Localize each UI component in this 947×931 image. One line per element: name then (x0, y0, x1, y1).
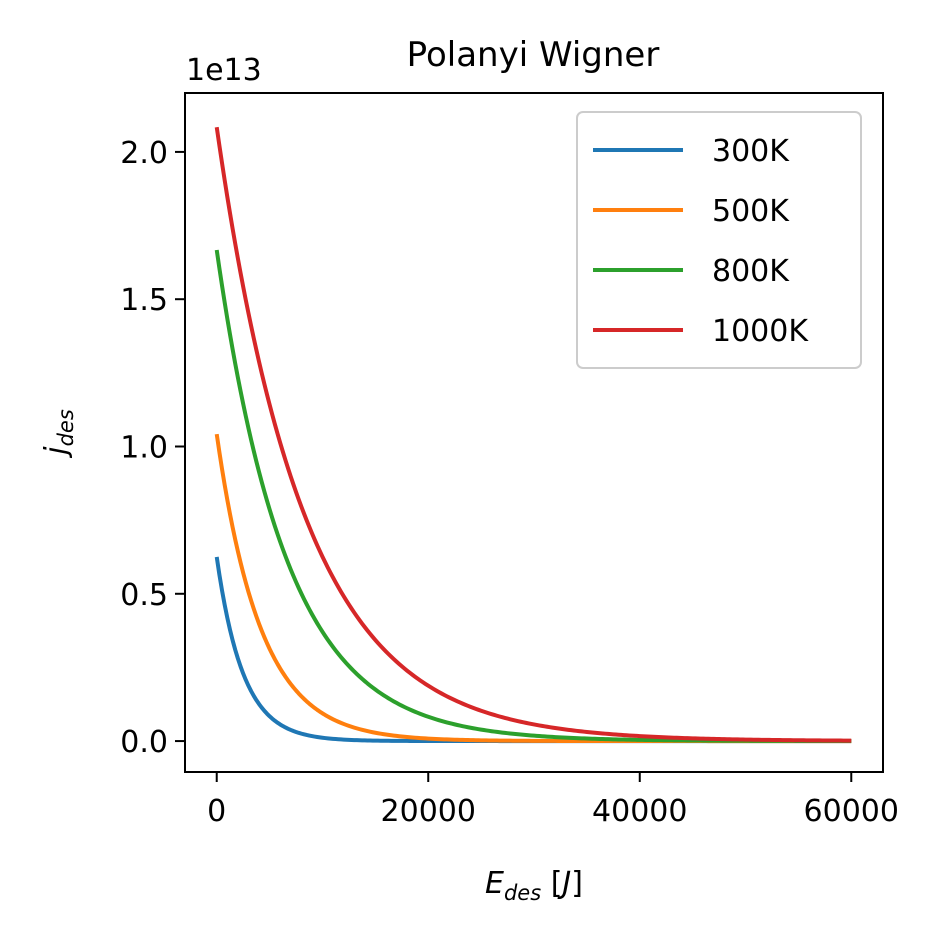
x-axis-label-main: E (485, 866, 504, 901)
chart-title: Polanyi Wigner (407, 35, 660, 75)
y-tick-label: 0.5 (120, 578, 168, 613)
x-axis-label-sub: des (504, 881, 541, 905)
x-axis-label-unit-close: ] (571, 866, 583, 901)
x-axis-ticks: 0 20000 40000 60000 (207, 772, 899, 829)
y-axis-label-main: j (39, 446, 74, 459)
y-axis-label: jdes (39, 409, 78, 459)
x-tick-label: 20000 (381, 794, 476, 829)
legend-label-300k: 300K (712, 134, 790, 169)
plot-frame (184, 92, 884, 773)
y-tick-label: 1.5 (120, 283, 168, 318)
legend-box (576, 111, 862, 369)
y-tick-label: 1.0 (120, 430, 168, 465)
legend: 300K 500K 800K 1000K (576, 111, 862, 369)
x-axis-label: Edes [J] (485, 866, 583, 905)
x-tick-label: 0 (207, 794, 226, 829)
x-tick-label: 40000 (592, 794, 687, 829)
y-offset-text: 1e13 (186, 53, 262, 88)
x-tick-label: 60000 (804, 794, 899, 829)
series-line-1000k (214, 126, 852, 743)
legend-label-1000k: 1000K (712, 314, 809, 349)
legend-items: 300K 500K 800K 1000K (593, 134, 809, 349)
legend-label-500k: 500K (712, 194, 790, 229)
x-axis-label-unit-open: [ (541, 866, 562, 901)
y-axis-label-sub: des (54, 409, 78, 446)
y-axis-ticks: 0.0 0.5 1.0 1.5 2.0 (120, 136, 185, 760)
y-tick-label: 2.0 (120, 136, 168, 171)
y-tick-label: 0.0 (120, 725, 168, 760)
series-layer (214, 126, 852, 744)
legend-label-800k: 800K (712, 254, 790, 289)
